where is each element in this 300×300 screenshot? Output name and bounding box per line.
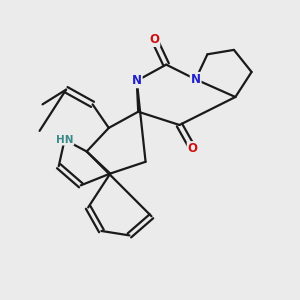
- Text: HN: HN: [56, 135, 74, 145]
- Text: O: O: [149, 33, 159, 46]
- Text: N: N: [132, 74, 142, 87]
- Text: N: N: [190, 73, 201, 86]
- Text: O: O: [188, 142, 198, 155]
